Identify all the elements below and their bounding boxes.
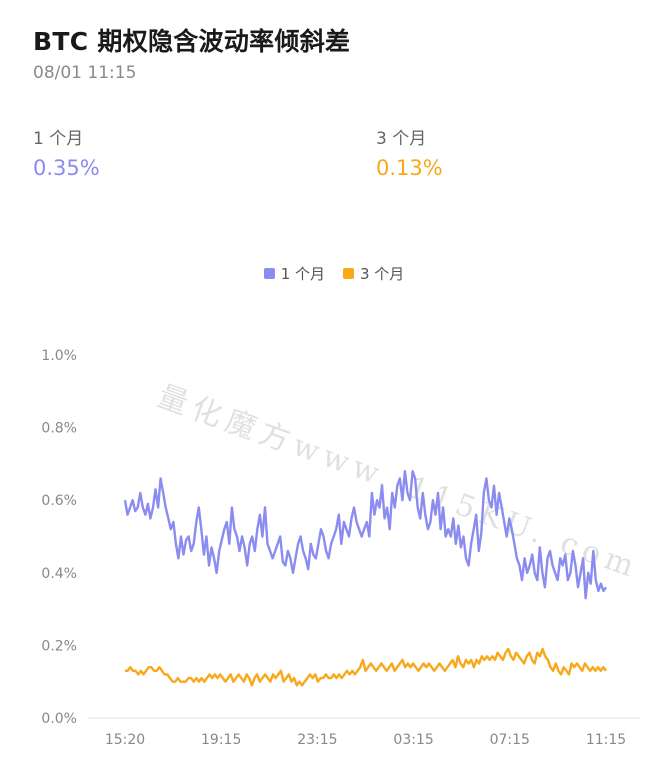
- chart-legend: 1 个月 3 个月: [0, 263, 668, 284]
- legend-label-1m: 1 个月: [280, 265, 325, 283]
- y-tick-label: 0.0%: [41, 711, 77, 727]
- y-tick-label: 0.6%: [41, 493, 77, 509]
- stat-label-1m: 1 个月: [33, 129, 84, 149]
- x-tick-label: 07:15: [490, 732, 530, 748]
- chart-title: BTC 期权隐含波动率倾斜差: [33, 27, 351, 56]
- x-tick-label: 11:15: [586, 732, 626, 748]
- x-tick-label: 19:15: [201, 732, 241, 748]
- y-tick-label: 1.0%: [41, 348, 77, 364]
- x-tick-label: 15:20: [105, 732, 145, 748]
- legend-item-3m[interactable]: 3 个月: [343, 263, 404, 284]
- x-tick-label: 03:15: [393, 732, 433, 748]
- y-tick-label: 0.8%: [41, 421, 77, 437]
- stat-value-1m: 0.35%: [33, 156, 100, 180]
- stat-label-3m: 3 个月: [376, 129, 427, 149]
- legend-swatch-3m: [343, 268, 354, 279]
- timestamp: 08/01 11:15: [33, 63, 137, 83]
- stat-value-3m: 0.13%: [376, 156, 443, 180]
- y-tick-label: 0.4%: [41, 566, 77, 582]
- series-line-1m: [123, 470, 607, 600]
- legend-item-1m[interactable]: 1 个月: [263, 263, 325, 284]
- x-tick-label: 23:15: [297, 732, 337, 748]
- y-tick-label: 0.2%: [41, 638, 77, 654]
- series-line-3m: [125, 647, 607, 687]
- legend-swatch-1m: [263, 268, 275, 279]
- legend-label-3m: 3 个月: [360, 265, 405, 283]
